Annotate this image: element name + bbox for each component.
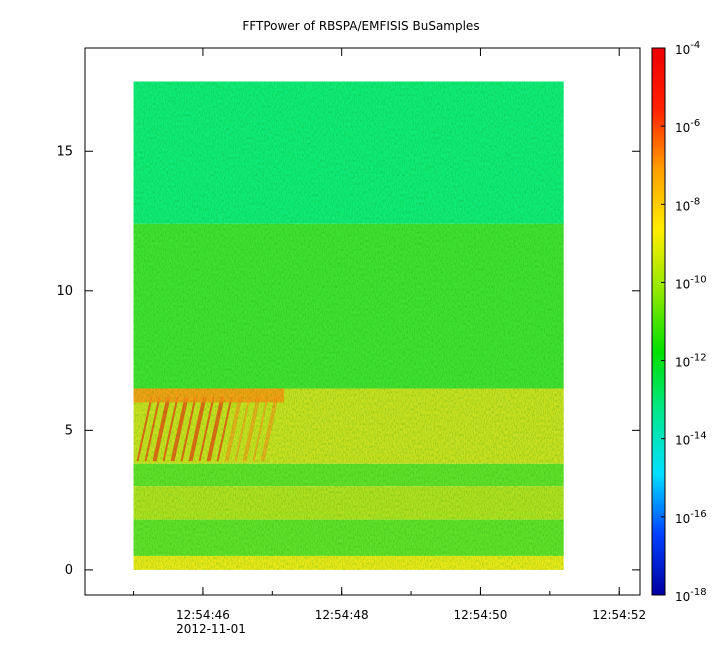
colorbar-tick-label: 10-18 [675, 587, 707, 604]
colorbar-tick-label: 10-4 [675, 40, 700, 57]
x-tick-label: 12:54:46 [176, 608, 230, 622]
colorbar-tick-label: 10-8 [675, 196, 700, 213]
colorbar-scale [651, 47, 666, 596]
colorbar-tick-label: 10-10 [675, 274, 707, 291]
y-tick-label: 5 [65, 423, 73, 438]
x-date-label: 2012-11-01 [176, 622, 246, 636]
x-tick-label: 12:54:50 [453, 608, 507, 622]
x-tick-label: 12:54:52 [592, 608, 646, 622]
x-axis: 12:54:46 12:54:48 12:54:50 12:54:52 [133, 48, 646, 622]
colorbar-tick-label: 10-14 [675, 431, 707, 448]
spectral-texture [133, 81, 564, 570]
colorbar-tick-label: 10-6 [675, 118, 700, 135]
y-axis: 0 5 10 15 [56, 144, 640, 578]
colorbar-tick-label: 10-16 [675, 509, 707, 526]
y-tick-label: 10 [56, 284, 73, 299]
x-tick-label: 12:54:48 [315, 608, 369, 622]
y-tick-label: 15 [56, 144, 73, 159]
colorbar: 10-4 10-6 10-8 10-10 10-12 10-14 10-16 10-18 [651, 40, 707, 604]
noise-overlay [133, 81, 564, 570]
colorbar-tick-label: 10-12 [675, 353, 707, 370]
chart-title: FFTPower of RBSPA/EMFISIS BuSamples [242, 19, 479, 33]
y-tick-label: 0 [65, 563, 73, 578]
